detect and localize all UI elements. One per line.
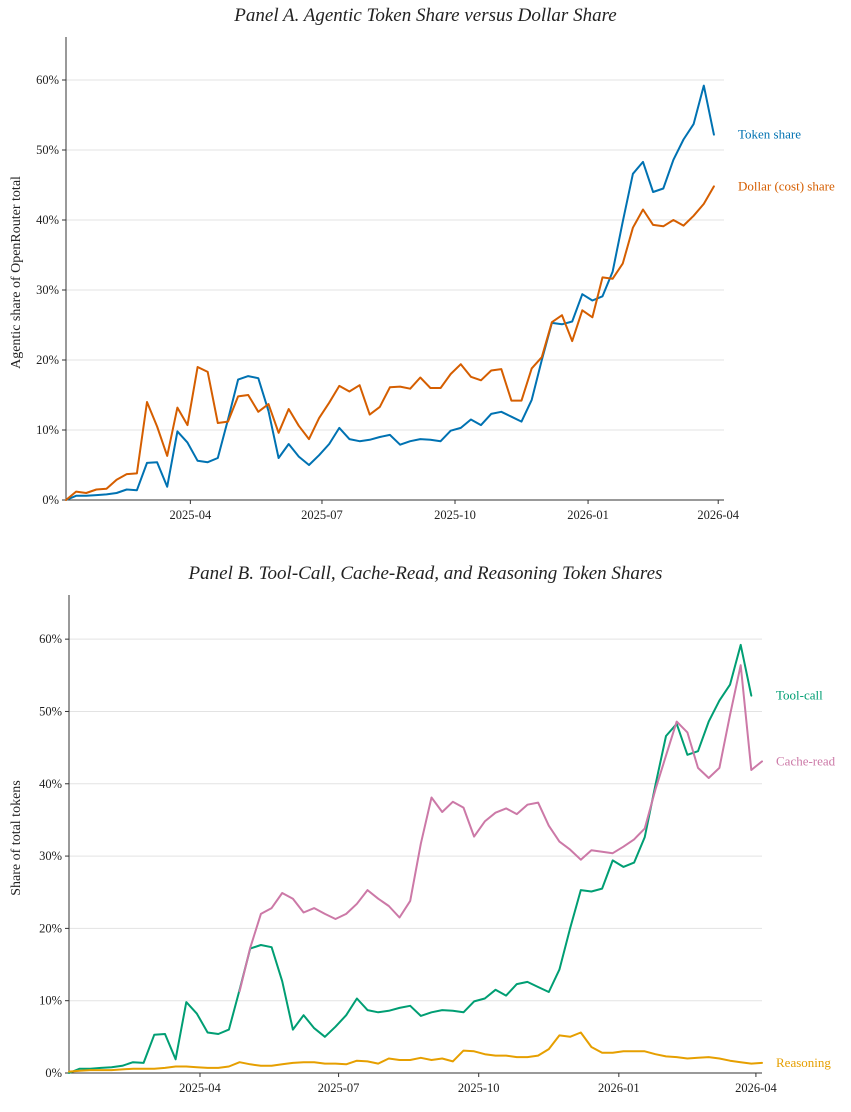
x-tick-label: 2026-01: [567, 508, 609, 522]
x-tick-label: 2025-07: [318, 1081, 360, 1095]
series-line-tool-call: [68, 643, 753, 1074]
series-label-reasoning: Reasoning: [776, 1055, 831, 1070]
y-tick-label: 0%: [42, 493, 59, 507]
y-tick-label: 50%: [39, 704, 62, 718]
y-tick-label: 60%: [39, 632, 62, 646]
y-tick-label: 40%: [39, 777, 62, 791]
x-tick-label: 2025-04: [170, 508, 212, 522]
series-line-reasoning: [68, 1031, 763, 1073]
y-tick-label: 30%: [39, 849, 62, 863]
y-axis-title: Share of total tokens: [9, 780, 24, 895]
series-line-dollar-cost-share: [65, 185, 715, 501]
y-tick-label: 10%: [39, 994, 62, 1008]
panel-b-chart: 0% 10% 20% 30% 40% 50% 60% 2025-04 2025-07 2025-1…: [9, 595, 836, 1095]
series-line-cache-read: [238, 664, 763, 993]
series-label-tool-call: Tool-call: [776, 688, 823, 703]
x-tick-label: 2026-01: [598, 1081, 640, 1095]
series-label-cache-read: Cache-read: [776, 753, 836, 768]
x-tick-label: 2025-04: [179, 1081, 221, 1095]
series-label-token-share: Token share: [738, 127, 801, 142]
x-tick-label: 2025-10: [458, 1081, 500, 1095]
y-tick-label: 10%: [36, 423, 59, 437]
y-tick-label: 0%: [45, 1066, 62, 1080]
x-tick-label: 2025-10: [434, 508, 476, 522]
y-tick-label: 50%: [36, 143, 59, 157]
y-tick-label: 20%: [36, 353, 59, 367]
y-axis-title: Agentic share of OpenRouter total: [9, 176, 24, 369]
y-tick-label: 20%: [39, 921, 62, 935]
panel-a-chart: 0% 10% 20% 30% 40% 50% 60% 2025-04 2025-07 2025-1…: [9, 37, 835, 522]
series-line-token-share: [65, 84, 715, 501]
x-tick-label: 2026-04: [697, 508, 739, 522]
x-tick-label: 2026-04: [735, 1081, 777, 1095]
y-tick-label: 30%: [36, 283, 59, 297]
panel-a-title: Panel A. Agentic Token Share versus Doll…: [234, 5, 617, 26]
series-label-dollar-cost-share: Dollar (cost) share: [738, 178, 835, 193]
x-tick-label: 2025-07: [301, 508, 343, 522]
y-tick-label: 40%: [36, 213, 59, 227]
panel-b-title: Panel B. Tool-Call, Cache-Read, and Reas…: [188, 563, 663, 584]
y-tick-label: 60%: [36, 73, 59, 87]
